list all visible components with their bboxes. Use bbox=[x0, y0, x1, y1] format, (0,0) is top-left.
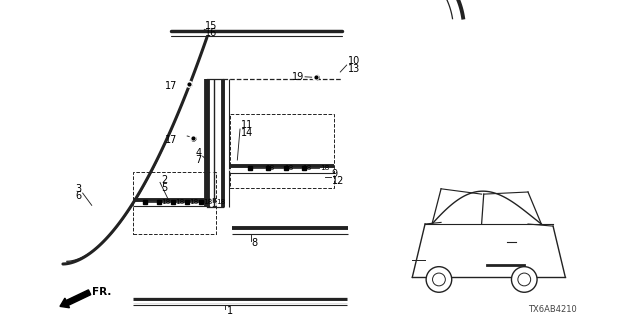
Text: 18: 18 bbox=[161, 199, 170, 204]
Text: 19: 19 bbox=[292, 72, 304, 82]
Circle shape bbox=[433, 273, 445, 286]
Bar bbox=[230, 114, 334, 188]
Text: 6: 6 bbox=[76, 191, 82, 201]
Text: 11: 11 bbox=[241, 120, 253, 130]
Text: 18: 18 bbox=[175, 199, 184, 204]
Text: 18: 18 bbox=[320, 165, 329, 171]
Text: 16: 16 bbox=[205, 28, 218, 38]
Text: 2: 2 bbox=[161, 175, 167, 185]
Text: TX6AB4210: TX6AB4210 bbox=[528, 305, 577, 314]
Circle shape bbox=[313, 75, 319, 80]
Text: 8: 8 bbox=[252, 238, 258, 248]
Text: 17: 17 bbox=[165, 135, 178, 145]
Text: 14: 14 bbox=[241, 128, 253, 138]
Text: FR.: FR. bbox=[92, 287, 111, 297]
Text: 18: 18 bbox=[216, 199, 226, 204]
Text: 15: 15 bbox=[205, 20, 218, 31]
Circle shape bbox=[190, 135, 196, 140]
Bar bbox=[133, 172, 216, 234]
Text: 10: 10 bbox=[348, 56, 360, 66]
Circle shape bbox=[426, 267, 452, 292]
Text: 7: 7 bbox=[195, 155, 202, 165]
Text: 18: 18 bbox=[284, 165, 293, 171]
Text: 3: 3 bbox=[76, 184, 82, 194]
FancyArrow shape bbox=[60, 290, 91, 308]
Text: 18: 18 bbox=[203, 199, 212, 204]
Text: 18: 18 bbox=[266, 165, 275, 171]
Text: 13: 13 bbox=[348, 64, 360, 74]
Text: 18: 18 bbox=[189, 199, 198, 204]
Text: 9: 9 bbox=[332, 169, 338, 179]
Text: 12: 12 bbox=[332, 176, 344, 186]
Text: 5: 5 bbox=[161, 183, 167, 193]
Text: 1: 1 bbox=[227, 306, 233, 316]
Circle shape bbox=[518, 273, 531, 286]
Circle shape bbox=[511, 267, 537, 292]
Text: 18: 18 bbox=[302, 165, 311, 171]
Circle shape bbox=[186, 81, 192, 87]
Text: 4: 4 bbox=[195, 148, 202, 157]
Text: 17: 17 bbox=[165, 81, 178, 92]
